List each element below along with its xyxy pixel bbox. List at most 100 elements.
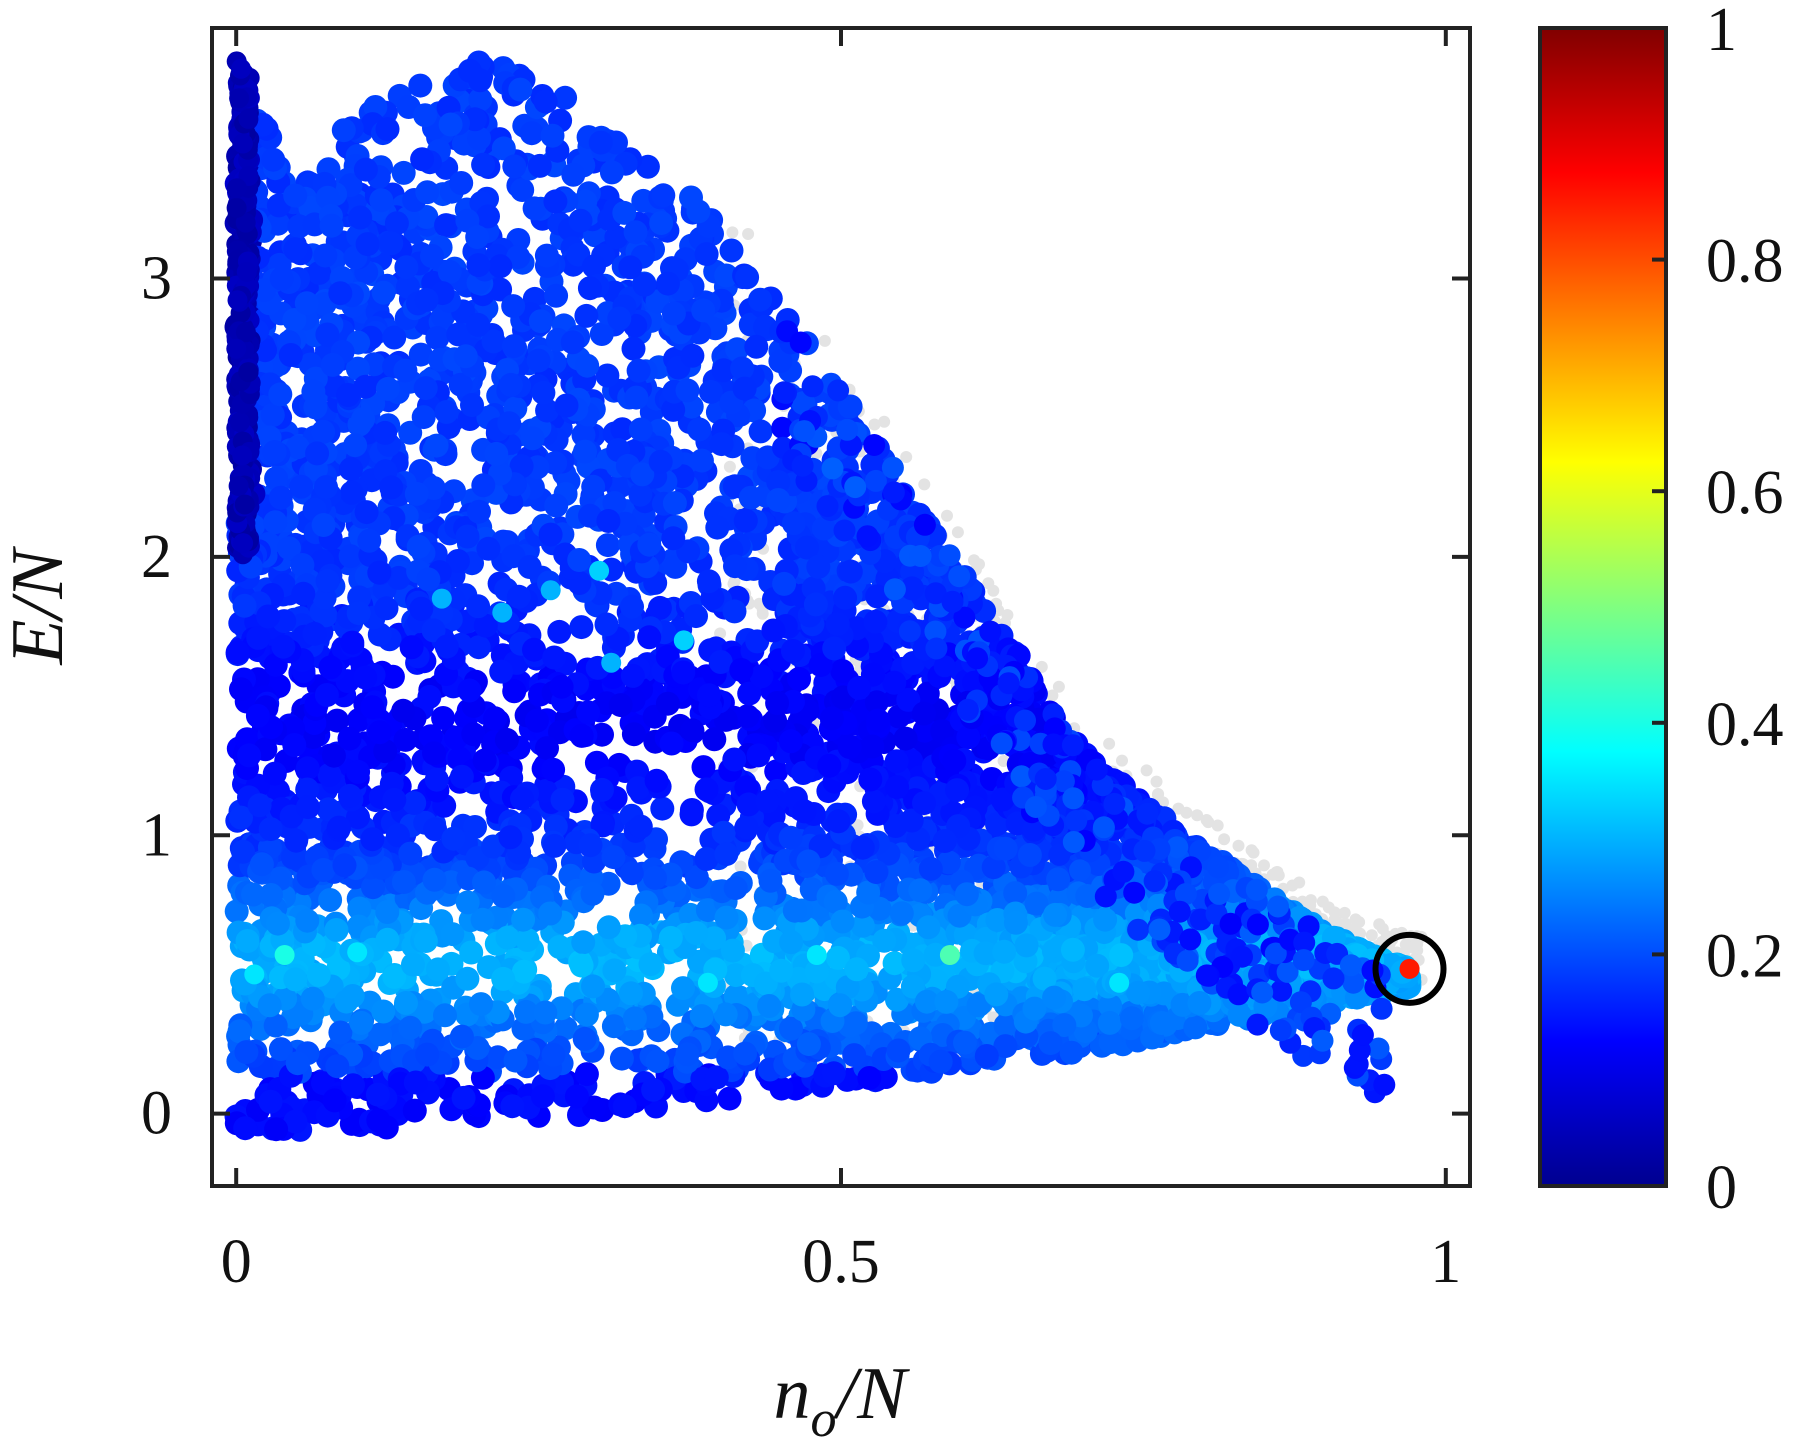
data-point [520,426,545,451]
data-point [748,287,773,312]
data-point [908,878,933,903]
data-point [331,118,356,143]
background-point [1376,922,1389,935]
data-point [601,1014,626,1039]
background-point [1330,915,1343,927]
data-point [227,1019,252,1044]
data-point [448,372,473,397]
data-point [431,706,456,730]
data-point [787,666,812,691]
data-point [476,204,500,229]
background-point [1258,859,1270,872]
data-point [738,485,763,510]
data-point [694,242,719,267]
data-point [735,704,760,729]
data-point [882,951,907,976]
data-point [689,448,714,473]
data-point [717,1086,742,1111]
data-point [318,888,343,912]
data-point [268,1037,293,1062]
background-point [1152,788,1165,800]
data-point [595,533,620,558]
background-point [1200,814,1213,826]
background-point [1338,906,1351,919]
background-point [918,478,931,491]
data-point [446,322,471,347]
data-point [422,741,446,766]
data-point [752,906,777,931]
data-point [455,524,480,549]
data-point [425,326,450,350]
background-point [1052,680,1065,693]
point-cloud [224,50,1428,1142]
data-point [624,385,649,410]
data-point [813,671,838,695]
background-point [1140,764,1153,777]
data-point [449,171,474,195]
background-point [1232,839,1245,852]
data-point [408,73,433,98]
background-point [1001,609,1014,621]
data-point [764,759,789,784]
background-point [1150,775,1163,788]
data-point [714,263,739,288]
background-point [1218,833,1231,846]
background-point [987,584,1000,597]
data-point [262,761,287,786]
data-point [375,376,400,401]
data-point [553,1016,578,1041]
background-point [973,558,985,571]
background-point [1035,660,1048,673]
data-point [620,594,644,619]
data-point [233,1116,258,1141]
data-point [398,420,423,445]
data-point [237,743,262,768]
background-point [1180,806,1193,819]
data-point [522,196,547,221]
data-point [911,701,936,726]
data-point [580,881,605,906]
data-point [730,356,755,381]
data-point [621,722,646,747]
data-point [461,722,486,747]
background-point [1046,689,1059,702]
background-point [723,460,736,473]
data-point [449,764,474,789]
data-point [408,342,433,367]
data-point [691,755,716,780]
data-point [326,956,351,981]
data-point [893,726,918,751]
data-point [373,420,398,445]
data-point [510,178,535,202]
background-point [941,509,953,522]
data-point [680,343,705,368]
data-point [882,670,907,695]
data-point [295,756,320,781]
data-point [404,481,429,506]
background-point [726,226,739,239]
data-point [650,796,675,821]
background-point [1247,846,1260,859]
background-point [868,418,881,431]
data-point [912,718,937,743]
data-point [647,595,672,620]
data-point [434,213,459,238]
data-point [264,1117,289,1142]
data-point [343,433,368,458]
data-point [302,621,327,646]
data-point [687,417,712,442]
background-point [1286,879,1299,892]
data-point [371,280,396,305]
background-point [742,228,755,240]
data-point [502,679,527,704]
data-point [457,678,482,703]
data-point [382,325,407,350]
data-point [224,899,249,924]
background-point [878,415,891,428]
data-point [483,706,508,731]
data-point [393,727,418,752]
data-point [380,664,405,689]
data-point [225,640,250,665]
data-point [258,817,283,842]
data-point [414,205,439,229]
